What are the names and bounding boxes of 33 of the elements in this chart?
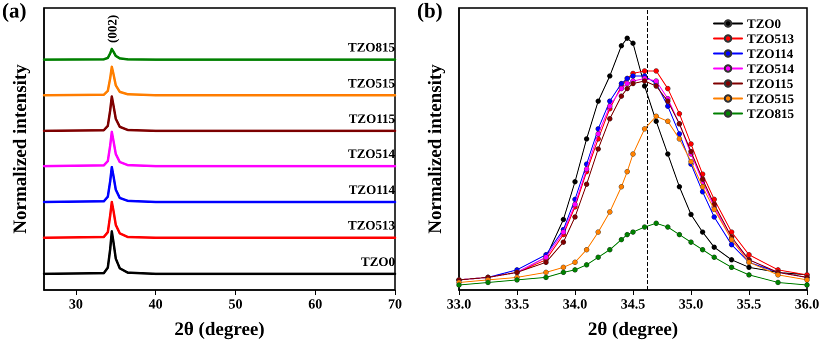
legend-label: TZO114 — [747, 46, 794, 61]
series-label: TZO114 — [348, 182, 396, 198]
legend-label: TZO115 — [747, 76, 794, 91]
x-tick-label: 35.5 — [736, 298, 762, 312]
series-label: TZO515 — [348, 75, 396, 90]
legend-label: TZO513 — [747, 31, 794, 46]
legend-label: TZO815 — [747, 106, 794, 121]
series-label: TZO514 — [348, 146, 396, 162]
series-label: TZO0 — [361, 254, 395, 269]
text: (b) — [417, 0, 443, 22]
x-tick-label: 34.5 — [620, 298, 646, 312]
series-label: TZO115 — [348, 110, 396, 126]
series-label: TZO815 — [348, 40, 396, 55]
text: (a) — [2, 0, 26, 22]
x-tick-label: 34.0 — [562, 298, 588, 312]
y-axis-title: Normalized intensity — [425, 64, 446, 234]
legend-label: TZO515 — [747, 91, 794, 106]
x-axis-title: 2θ (degree) — [174, 319, 265, 340]
x-tick-label: 50 — [228, 298, 242, 312]
x-axis-title: 2θ (degree) — [588, 319, 678, 340]
x-tick-label: 33.5 — [504, 298, 530, 312]
x-tick-label: 40 — [148, 298, 163, 312]
x-tick-label: 35.0 — [678, 298, 704, 312]
x-tick-label: 30 — [68, 298, 83, 312]
x-tick-label: 33.0 — [446, 298, 472, 312]
y-axis-title: Normalized intensity — [10, 64, 31, 234]
legend-label: TZO0 — [747, 16, 782, 31]
x-tick-label: 60 — [308, 298, 322, 312]
annotation: (002) — [104, 14, 120, 43]
x-tick-label: 36.0 — [794, 298, 820, 312]
legend-label: TZO514 — [747, 61, 794, 76]
series-label: TZO513 — [348, 218, 396, 233]
x-tick-label: 70 — [388, 298, 402, 312]
